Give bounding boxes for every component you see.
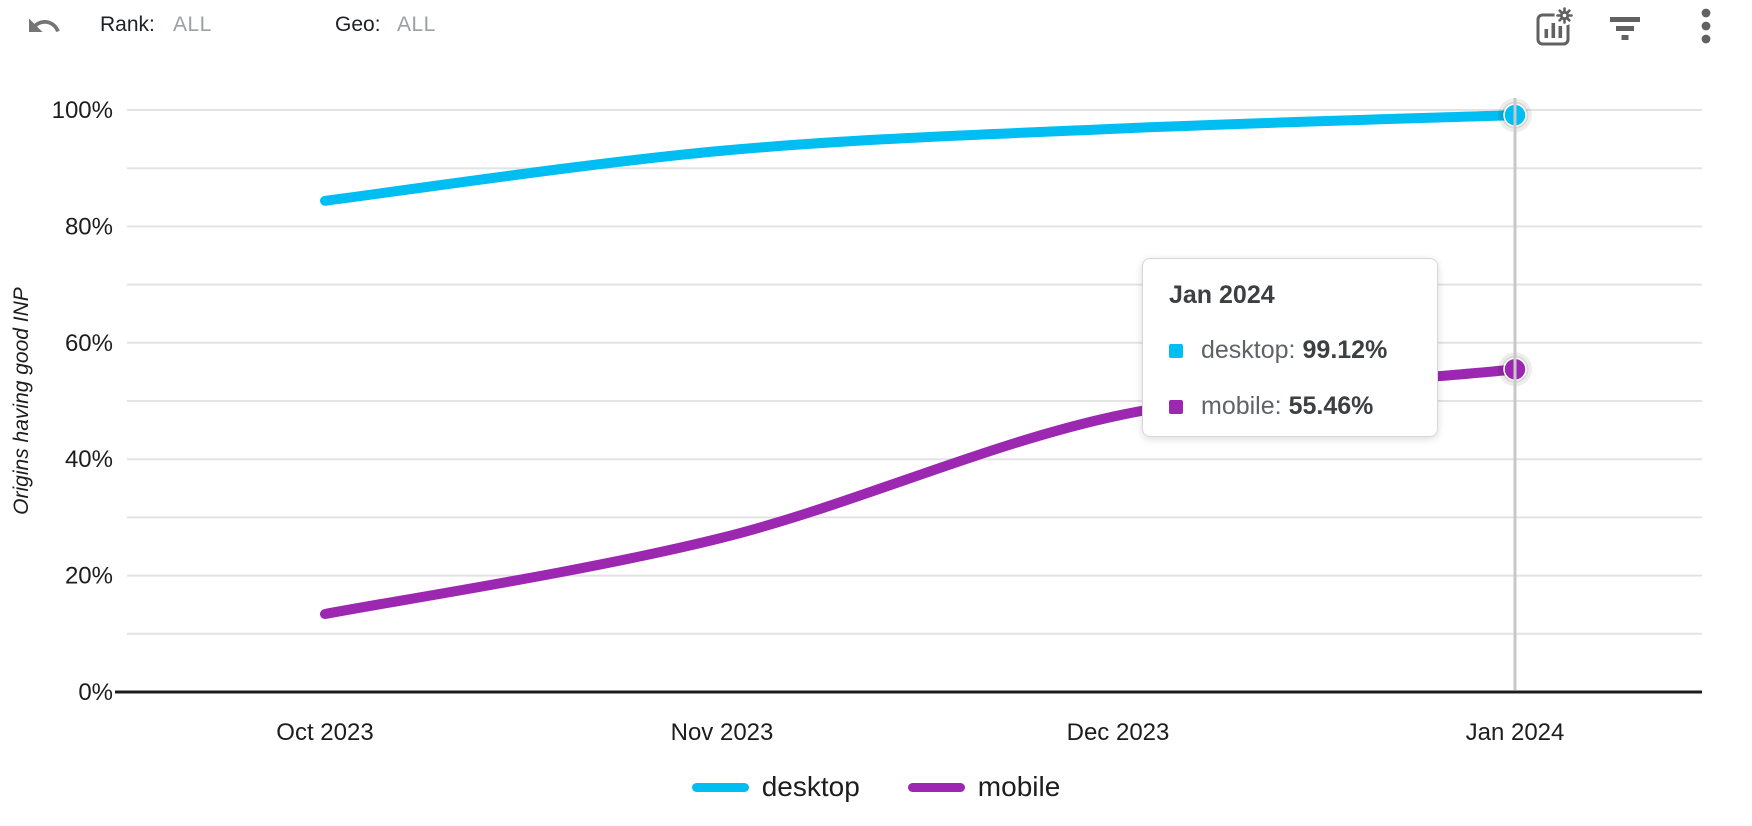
y-tick-label: 100% xyxy=(52,97,113,124)
tooltip-mobile-value: 55.46% xyxy=(1288,392,1374,420)
x-tick-label: Jan 2024 xyxy=(1466,719,1565,746)
y-tick-label: 0% xyxy=(78,679,113,706)
rank-filter-value[interactable]: ALL xyxy=(173,13,212,36)
legend-item-mobile: mobile xyxy=(907,771,1061,803)
chart-settings-button[interactable] xyxy=(1530,4,1576,50)
tooltip-mobile-label: mobile: xyxy=(1201,392,1282,420)
tooltip-row-desktop: desktop: 99.12% xyxy=(1169,336,1411,365)
undo-button[interactable] xyxy=(24,6,64,46)
x-tick-label: Dec 2023 xyxy=(1067,719,1170,746)
legend-label-desktop: desktop xyxy=(761,771,860,802)
mobile-swatch-icon xyxy=(1169,399,1183,414)
geo-filter-label: Geo: xyxy=(335,13,381,36)
desktop-swatch-icon xyxy=(1169,343,1183,358)
geo-filter-value[interactable]: ALL xyxy=(397,13,436,36)
undo-icon xyxy=(29,18,60,32)
x-tick-label: Nov 2023 xyxy=(671,719,774,746)
desktop-line-swatch-icon xyxy=(691,782,749,792)
y-tick-label: 40% xyxy=(65,446,113,473)
filter-icon xyxy=(1610,17,1640,40)
chart-tooltip: Jan 2024 desktop: 99.12% mobile: 55.46% xyxy=(1142,258,1438,437)
chart-settings-icon xyxy=(1536,5,1575,46)
tooltip-desktop-value: 99.12% xyxy=(1302,336,1388,364)
desktop-line-series[interactable] xyxy=(320,110,1520,206)
toolbar: Rank: ALL Geo: ALL xyxy=(0,0,1752,56)
y-tick-label: 60% xyxy=(65,330,113,357)
tooltip-row-mobile: mobile: 55.46% xyxy=(1169,392,1411,421)
x-tick-label: Oct 2023 xyxy=(276,719,373,746)
kebab-menu-icon xyxy=(1701,8,1711,44)
chart-legend: desktop mobile xyxy=(0,763,1752,811)
legend-label-mobile: mobile xyxy=(977,771,1061,802)
filter-button[interactable] xyxy=(1604,8,1646,48)
tooltip-title: Jan 2024 xyxy=(1169,281,1275,309)
y-axis-title: Origins having good INP xyxy=(10,287,33,515)
rank-filter-label: Rank: xyxy=(100,13,155,36)
y-tick-label: 20% xyxy=(65,563,113,590)
legend-item-desktop: desktop xyxy=(691,771,860,803)
y-tick-label: 80% xyxy=(65,213,113,240)
more-options-button[interactable] xyxy=(1688,2,1724,50)
tooltip-desktop-label: desktop: xyxy=(1201,336,1296,364)
mobile-line-swatch-icon xyxy=(907,782,965,792)
